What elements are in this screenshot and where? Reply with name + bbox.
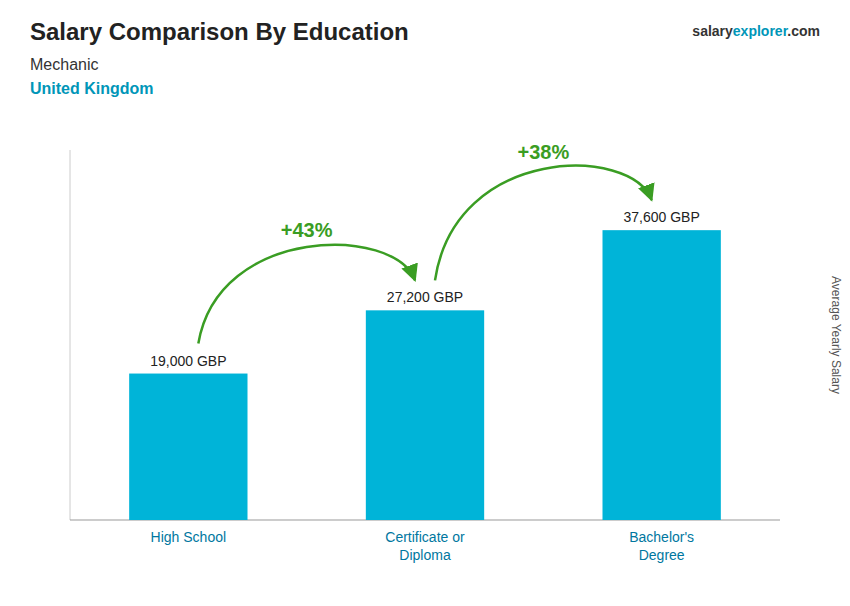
watermark-part: explorer [733,23,789,39]
change-arrow [435,166,652,281]
data-label: 37,600 GBP [624,209,700,225]
category-label: Certificate or Diploma [385,529,465,563]
y-axis-label: Average Yearly Salary [829,276,843,394]
category-label-line: Certificate or [385,529,465,545]
category-label: High School [151,529,227,545]
change-label: +43% [281,219,333,241]
watermark-part: salary [692,23,733,39]
watermark: salaryexplorer.com [692,23,820,39]
category-label-line: Bachelor's [629,529,694,545]
chart: Salary Comparison By Education Mechanic Un… [0,0,850,606]
subtitle: United Kingdom [30,80,154,97]
y-axis-line [70,150,71,520]
category-label-line: Diploma [399,547,451,563]
category-label-line: Degree [639,547,685,563]
bar [603,230,721,520]
category-label-line: High School [151,529,227,545]
bar [129,374,247,520]
title: Salary Comparison By Education [30,18,409,45]
change-label: +38% [517,141,569,163]
subtitle: Mechanic [30,56,98,73]
category-label: Bachelor's Degree [629,529,694,563]
data-label: 27,200 GBP [387,289,463,305]
change-arrow [198,245,415,344]
watermark-part: .com [787,23,820,39]
bars [129,230,721,520]
data-label: 19,000 GBP [150,353,226,369]
bar [366,310,484,520]
